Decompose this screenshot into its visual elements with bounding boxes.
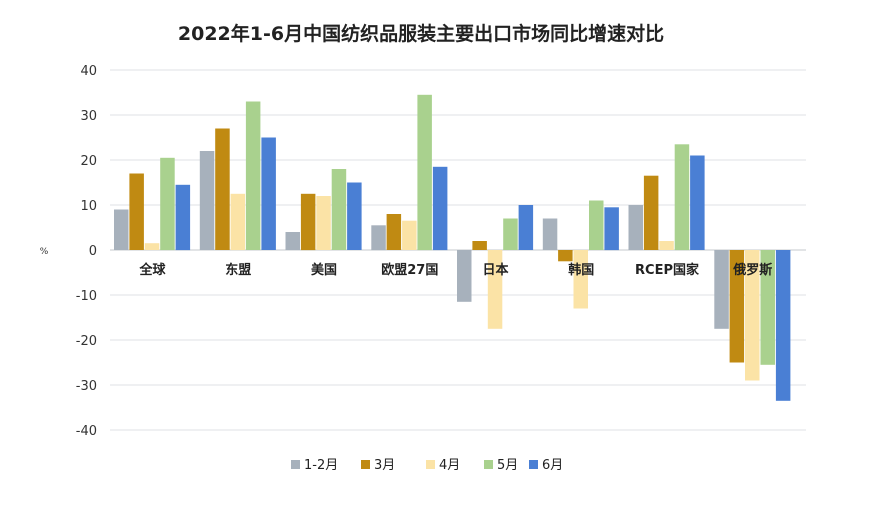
- bar: [331, 169, 347, 250]
- category-label: RCEP国家: [635, 262, 700, 278]
- y-tick-label: 0: [89, 244, 97, 259]
- bar: [386, 214, 402, 250]
- category-label: 韩国: [568, 262, 594, 278]
- category-label: 美国: [311, 262, 337, 278]
- bar: [316, 196, 331, 250]
- y-tick-label: 20: [80, 154, 97, 169]
- y-tick-label: -10: [76, 289, 97, 304]
- category-label: 欧盟27国: [381, 262, 438, 278]
- y-tick-label: 30: [80, 109, 97, 124]
- bar: [604, 207, 619, 251]
- bar: [114, 209, 129, 250]
- legend-label: 5月: [497, 458, 518, 473]
- bar: [285, 232, 300, 250]
- bar: [518, 205, 534, 250]
- bar: [628, 205, 643, 250]
- bar: [503, 218, 518, 250]
- y-axis-ticks: 40 30 20 10 0 -10 -20 -30 -40: [76, 64, 97, 439]
- bar: [690, 155, 705, 250]
- bar: [457, 250, 472, 302]
- legend-swatch: [361, 460, 370, 469]
- category-labels: 全球 东盟 美国 欧盟27国 日本 韩国 RCEP国家 俄罗斯: [138, 262, 772, 278]
- bar: [175, 184, 191, 251]
- category-label: 全球: [138, 262, 166, 278]
- chart-title: 2022年1-6月中国纺织品服装主要出口市场同比增速对比: [178, 22, 664, 45]
- legend-label: 6月: [542, 458, 563, 473]
- bar: [760, 250, 775, 365]
- y-tick-label: 10: [80, 199, 97, 214]
- bar: [144, 243, 160, 250]
- bar: [745, 250, 760, 381]
- bar: [230, 193, 246, 251]
- y-tick-label: -30: [76, 379, 97, 394]
- bar: [402, 220, 417, 250]
- bar: [347, 182, 362, 250]
- y-tick-label: -20: [76, 334, 97, 349]
- legend-swatch: [529, 460, 538, 469]
- legend-label: 1-2月: [304, 458, 338, 473]
- bars: [114, 94, 791, 401]
- bar: [261, 137, 276, 250]
- bar: [542, 218, 558, 250]
- bar: [487, 250, 503, 329]
- bar: [573, 250, 588, 309]
- category-label: 东盟: [225, 262, 251, 278]
- bar: [160, 157, 175, 251]
- legend-swatch: [291, 460, 300, 469]
- bar: [775, 250, 791, 401]
- legend-label: 3月: [374, 458, 395, 473]
- legend: 1-2月 3月 4月 5月 6月: [291, 458, 563, 473]
- y-tick-label: -40: [76, 424, 97, 439]
- bar: [215, 128, 230, 250]
- bar: [417, 94, 432, 251]
- bar: [729, 250, 745, 363]
- bar: [643, 175, 659, 250]
- bar: [714, 250, 729, 329]
- bar: [472, 241, 487, 250]
- y-axis-label: %: [40, 247, 49, 257]
- bar: [129, 173, 144, 250]
- category-label: 日本: [482, 262, 508, 278]
- bar: [245, 101, 261, 250]
- category-label: 俄罗斯: [732, 262, 772, 278]
- bar: [558, 250, 573, 262]
- legend-swatch: [426, 460, 435, 469]
- bar: [589, 200, 604, 250]
- bar: [199, 151, 215, 250]
- legend-label: 4月: [439, 458, 460, 473]
- legend-swatch: [484, 460, 493, 469]
- bar: [300, 193, 316, 251]
- bar: [659, 241, 674, 250]
- y-tick-label: 40: [80, 64, 97, 79]
- bar: [674, 144, 690, 251]
- bar: [432, 166, 448, 251]
- bar: [371, 225, 386, 251]
